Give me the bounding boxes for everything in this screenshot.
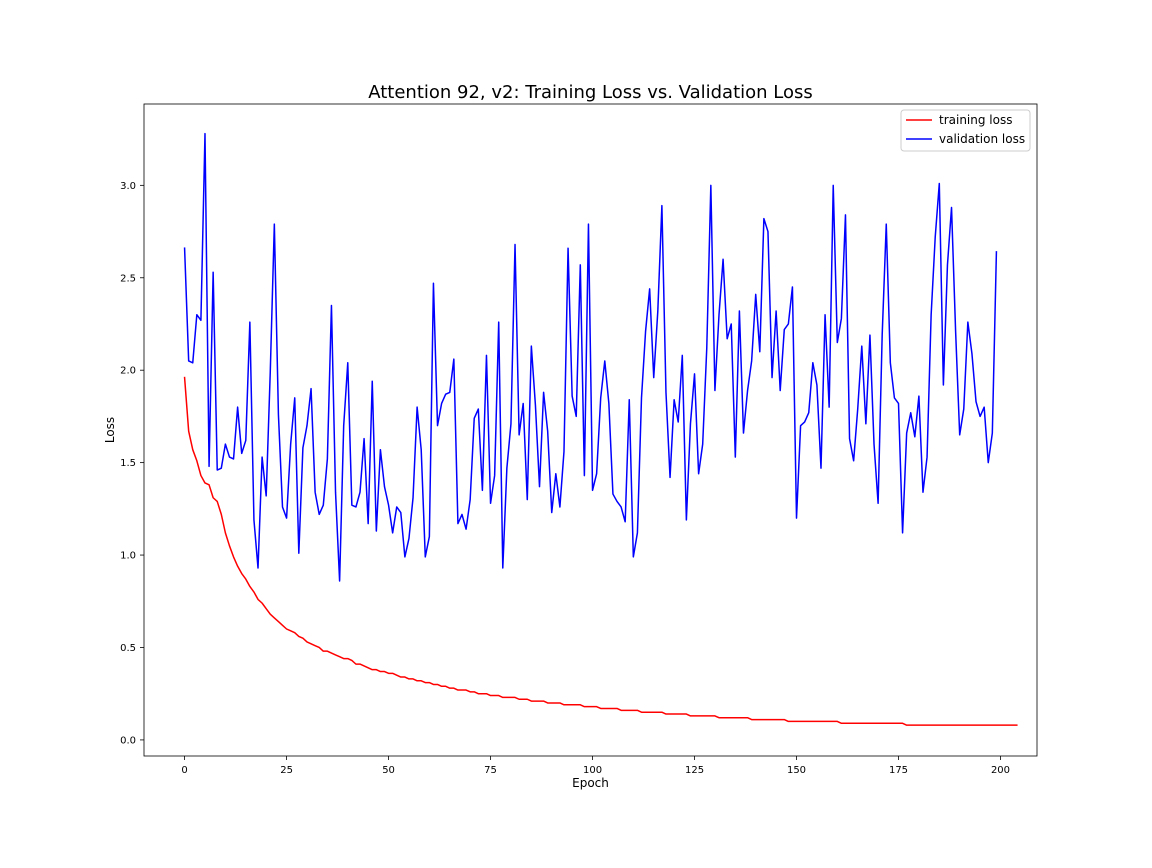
chart-title: Attention 92, v2: Training Loss vs. Vali… <box>368 82 813 103</box>
y-tick-label: 2.5 <box>120 273 136 284</box>
y-tick-label: 0.0 <box>120 735 136 746</box>
y-tick-label: 0.5 <box>120 643 136 654</box>
y-axis-ticks: 0.0 0.5 1.0 1.5 2.0 2.5 3.0 <box>120 181 144 746</box>
x-tick-label: 50 <box>382 765 395 776</box>
legend-label-training-loss: training loss <box>939 113 1012 127</box>
x-tick-label: 125 <box>685 765 704 776</box>
x-tick-label: 25 <box>280 765 293 776</box>
x-tick-label: 175 <box>889 765 908 776</box>
legend: training loss validation loss <box>900 109 1031 152</box>
x-axis-label: Epoch <box>572 776 609 790</box>
x-tick-label: 0 <box>181 765 187 776</box>
y-tick-label: 1.0 <box>120 551 136 562</box>
series-line-training-loss <box>183 376 1018 726</box>
legend-box <box>900 109 1031 152</box>
y-axis-label: Loss <box>103 417 117 443</box>
x-axis-ticks: 0 25 50 75 100 125 150 175 200 <box>181 756 1010 776</box>
plot-area-frame <box>143 103 1038 757</box>
x-tick-label: 200 <box>991 765 1010 776</box>
legend-label-validation-loss: validation loss <box>939 132 1025 146</box>
series-layer <box>183 132 1018 726</box>
series-line-validation-loss <box>183 132 998 582</box>
y-tick-label: 3.0 <box>120 181 136 192</box>
y-tick-label: 1.5 <box>120 458 136 469</box>
x-tick-label: 100 <box>583 765 602 776</box>
x-tick-label: 75 <box>484 765 497 776</box>
y-tick-label: 2.0 <box>120 366 136 377</box>
x-tick-label: 150 <box>787 765 806 776</box>
